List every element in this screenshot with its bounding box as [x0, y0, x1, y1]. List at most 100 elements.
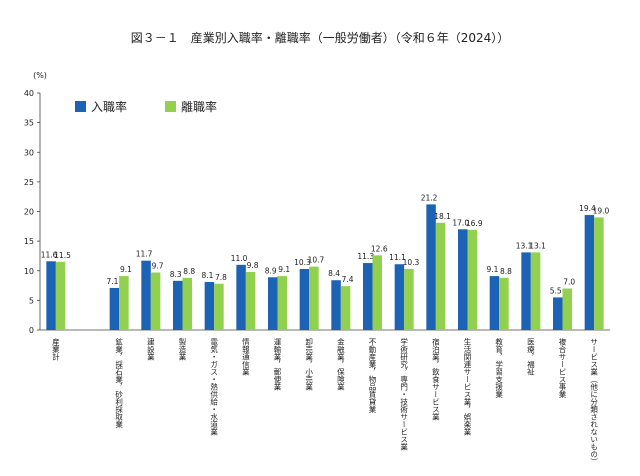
value-label: 11.7: [136, 250, 153, 259]
y-tick-label: 15: [24, 237, 34, 246]
value-label: 9.1: [120, 265, 132, 274]
legend-label: 離職率: [181, 99, 217, 114]
bar: [55, 261, 66, 330]
x-tick-label: 教育，学習支援業: [494, 337, 503, 400]
x-tick-label: 製造業: [178, 337, 187, 362]
x-tick-label: 学術研究，専門・技術サービス業: [399, 337, 408, 452]
bar: [363, 263, 373, 330]
y-tick-label: 0: [29, 326, 34, 335]
value-label: 9.8: [247, 261, 259, 270]
value-label: 7.0: [563, 278, 575, 287]
value-label: 11.3: [357, 252, 374, 261]
value-label: 9.1: [278, 265, 290, 274]
bar: [394, 264, 405, 330]
bar: [489, 276, 500, 330]
y-axis-label: (%): [33, 71, 47, 80]
x-tick-label: 複合サービス事業: [558, 337, 567, 400]
value-label: 17.0: [452, 218, 469, 227]
bar: [245, 271, 256, 330]
bar: [340, 286, 351, 330]
x-tick-label: 医療，福祉: [526, 338, 535, 377]
bar: [119, 276, 129, 330]
x-tick-label: 運輸業，郵便業: [273, 338, 282, 392]
value-label: 8.8: [500, 267, 512, 276]
bar: [309, 266, 319, 330]
value-label: 19.4: [579, 204, 596, 213]
value-label: 9.1: [486, 265, 498, 274]
value-label: 10.7: [308, 256, 325, 265]
value-label: 8.1: [201, 271, 213, 280]
value-label: 5.5: [550, 286, 562, 295]
x-tick-label: 生活関連サービス業，娯楽業: [463, 337, 472, 437]
bar: [268, 277, 278, 330]
bar: [467, 229, 477, 330]
value-label: 8.8: [183, 267, 195, 276]
bar: [584, 215, 595, 330]
x-tick-label: 情報通信業: [241, 337, 250, 377]
bar: [499, 277, 509, 330]
value-label: 12.6: [371, 244, 388, 253]
bar: [236, 264, 246, 330]
bar: [277, 276, 287, 330]
bar: [404, 268, 414, 330]
bar: [141, 260, 151, 330]
value-label: 8.4: [328, 269, 340, 278]
value-label: 13.1: [516, 241, 533, 250]
value-label: 21.2: [421, 193, 438, 202]
x-tick-label: 卸売業，小売業: [304, 337, 313, 392]
value-label: 11.1: [389, 253, 406, 262]
x-tick-label: 建設業: [146, 337, 155, 362]
bar: [530, 252, 541, 330]
bar: [299, 268, 310, 330]
value-label: 11.5: [54, 251, 71, 260]
legend-swatch: [165, 101, 176, 112]
bar: [46, 261, 56, 330]
bar: [109, 287, 120, 330]
y-tick-label: 20: [24, 208, 34, 217]
legend-label: 入職率: [91, 99, 127, 114]
bar: [173, 280, 183, 330]
value-label: 16.9: [466, 219, 483, 228]
y-tick-label: 5: [29, 296, 34, 305]
bar: [331, 280, 341, 330]
value-label: 8.9: [265, 266, 277, 275]
y-tick-label: 25: [24, 178, 34, 187]
value-label: 10.3: [403, 258, 420, 267]
x-tick-label: 電気・ガス・熱供給・水道業: [209, 338, 218, 437]
value-label: 18.1: [434, 212, 451, 221]
x-tick-label: 宿泊業，飲食サービス業: [431, 337, 440, 422]
y-tick-label: 40: [24, 89, 34, 98]
bar: [435, 222, 446, 330]
value-label: 11.6: [41, 250, 58, 259]
y-tick-label: 10: [24, 267, 34, 276]
y-tick-label: 30: [24, 148, 34, 157]
bar: [426, 204, 436, 330]
bar: [562, 288, 572, 330]
bar: [458, 229, 468, 330]
bar: [182, 277, 192, 330]
x-tick-label: 不動産業，物品賃貸業: [368, 338, 377, 415]
bar: [594, 217, 604, 330]
value-label: 13.1: [529, 241, 546, 250]
value-label: 7.4: [342, 275, 354, 284]
bar: [214, 283, 224, 330]
chart-title: 図３－１ 産業別入職率・離職率（一般労働者）（令和６年（2024））: [131, 30, 510, 45]
value-label: 9.7: [152, 262, 164, 271]
legend-swatch: [75, 101, 86, 112]
bar: [150, 272, 161, 330]
value-label: 7.1: [106, 277, 118, 286]
bar: [204, 282, 215, 330]
value-label: 8.3: [170, 270, 182, 279]
y-tick-label: 35: [24, 119, 34, 128]
value-label: 7.8: [215, 273, 227, 282]
bar: [372, 255, 382, 330]
value-label: 19.0: [593, 206, 610, 215]
value-label: 11.0: [231, 254, 248, 263]
value-label: 10.3: [294, 258, 311, 267]
bar: [521, 252, 531, 330]
x-tick-label: サービス業（他に分類されないもの）: [589, 338, 598, 466]
x-tick-label: 鉱業，採石業，砂利採取業: [114, 337, 123, 430]
x-tick-label: 金融業，保険業: [336, 337, 345, 392]
x-tick-label: 産業計: [51, 337, 60, 362]
